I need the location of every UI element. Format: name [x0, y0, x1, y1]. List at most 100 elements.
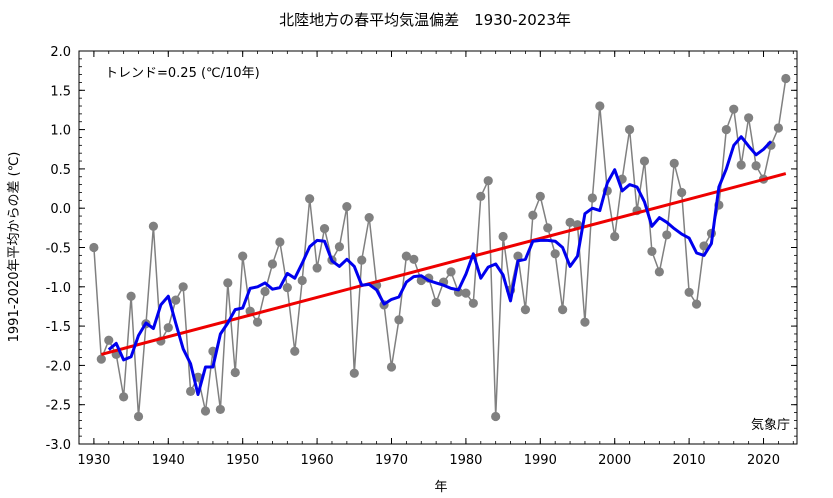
- annual-point: [252, 317, 263, 327]
- annual-point: [550, 249, 560, 259]
- annual-point: [476, 191, 486, 202]
- x-tick-label: 1940: [152, 453, 185, 468]
- annual-point: [319, 224, 330, 234]
- x-tick-label: 1950: [226, 453, 259, 468]
- annual-point: [580, 317, 590, 327]
- y-tick-label: 1.0: [50, 124, 71, 139]
- annual-point: [773, 123, 783, 133]
- annual-point: [498, 231, 508, 242]
- trend-annotation: トレンド=0.25 (℃/10年): [105, 66, 260, 81]
- annual-point: [736, 160, 746, 170]
- annual-point: [349, 368, 359, 378]
- y-tick-label: 2.0: [50, 45, 71, 60]
- annual-point: [178, 282, 188, 292]
- x-tick-label: 1980: [449, 453, 482, 468]
- annual-point: [491, 411, 501, 422]
- annual-point: [148, 221, 159, 231]
- annual-point: [520, 304, 531, 315]
- annual-point: [200, 406, 211, 416]
- annual-point: [126, 291, 136, 301]
- annual-point: [461, 288, 471, 298]
- annual-point: [669, 158, 679, 168]
- annual-point: [104, 335, 114, 345]
- annual-point: [267, 259, 278, 269]
- annual-point: [691, 299, 702, 309]
- y-axis: 2.0 1.5 1.0 0.5 0.0 -0.5 -1.0 -1.5 -2.0 -2.5 -3.0: [46, 45, 797, 453]
- y-tick-label: 1.5: [50, 84, 71, 99]
- x-axis-label: 年: [434, 480, 447, 495]
- annual-point: [528, 210, 538, 220]
- annual-point: [587, 193, 597, 203]
- y-tick-label: -0.5: [46, 242, 71, 257]
- y-tick-label: -3.0: [46, 438, 71, 453]
- annual-point: [290, 346, 300, 356]
- x-tick-label: 1970: [375, 453, 408, 468]
- annual-point: [312, 263, 322, 273]
- annual-point: [186, 386, 196, 396]
- annual-point: [535, 191, 545, 202]
- annual-point: [558, 304, 568, 315]
- annual-point: [662, 230, 672, 240]
- annual-point: [386, 362, 397, 372]
- annual-point: [394, 315, 404, 325]
- annual-point: [260, 286, 270, 297]
- annual-point: [565, 217, 575, 227]
- annual-point: [334, 242, 345, 252]
- annual-point: [751, 161, 761, 171]
- annual-point: [446, 267, 456, 277]
- annual-point: [684, 287, 694, 297]
- x-tick-label: 2020: [747, 453, 780, 468]
- y-tick-label: -2.0: [46, 359, 71, 374]
- plot-area: [89, 73, 791, 422]
- annual-point: [513, 251, 523, 261]
- annual-point: [468, 298, 478, 308]
- x-tick-label: 2010: [673, 453, 706, 468]
- annual-point: [238, 251, 248, 261]
- annual-point: [431, 297, 441, 308]
- y-axis-label: 1991-2020年平均からの差 (℃): [7, 152, 22, 343]
- x-tick-label: 1990: [524, 453, 557, 468]
- annual-point: [654, 267, 664, 277]
- running-mean-line: [107, 135, 773, 396]
- x-tick-label: 1930: [77, 453, 110, 468]
- trend-line: [100, 172, 787, 356]
- annual-point: [781, 73, 791, 84]
- annual-point: [677, 187, 687, 198]
- annual-point: [624, 125, 635, 135]
- annual-point: [721, 125, 731, 135]
- annual-point: [729, 104, 739, 114]
- annual-point: [639, 156, 650, 166]
- annual-point: [483, 176, 493, 186]
- annual-point: [699, 241, 709, 251]
- annual-point: [96, 354, 106, 364]
- annual-point: [223, 278, 233, 288]
- annual-point: [342, 202, 352, 212]
- y-tick-label: 0.0: [50, 202, 71, 217]
- annual-point: [305, 194, 315, 204]
- annual-point: [230, 367, 240, 378]
- annual-point: [409, 254, 419, 264]
- annual-point: [595, 101, 605, 111]
- annual-point: [744, 113, 754, 123]
- annual-point: [171, 295, 181, 305]
- annual-point: [163, 323, 173, 333]
- source-annotation: 気象庁: [751, 417, 790, 433]
- annual-point: [647, 246, 657, 257]
- annual-point: [364, 213, 374, 223]
- x-axis: 1930 1940 1950 1960 1970 1980 1990 2000 2010 2020: [77, 51, 794, 468]
- annual-point: [297, 275, 307, 286]
- annual-series-line: [93, 78, 787, 417]
- annual-point: [543, 223, 553, 233]
- y-tick-label: -1.5: [46, 320, 71, 335]
- x-tick-label: 1960: [301, 453, 334, 468]
- chart-title: 北陸地方の春平均気温偏差 1930-2023年: [279, 11, 571, 29]
- annual-point: [133, 411, 144, 422]
- x-tick-label: 2000: [598, 453, 631, 468]
- annual-point: [401, 251, 411, 261]
- y-tick-label: -2.5: [46, 399, 71, 414]
- y-tick-label: -1.0: [46, 281, 71, 296]
- annual-point: [215, 404, 225, 415]
- annual-point: [89, 242, 99, 253]
- annual-point: [282, 282, 292, 293]
